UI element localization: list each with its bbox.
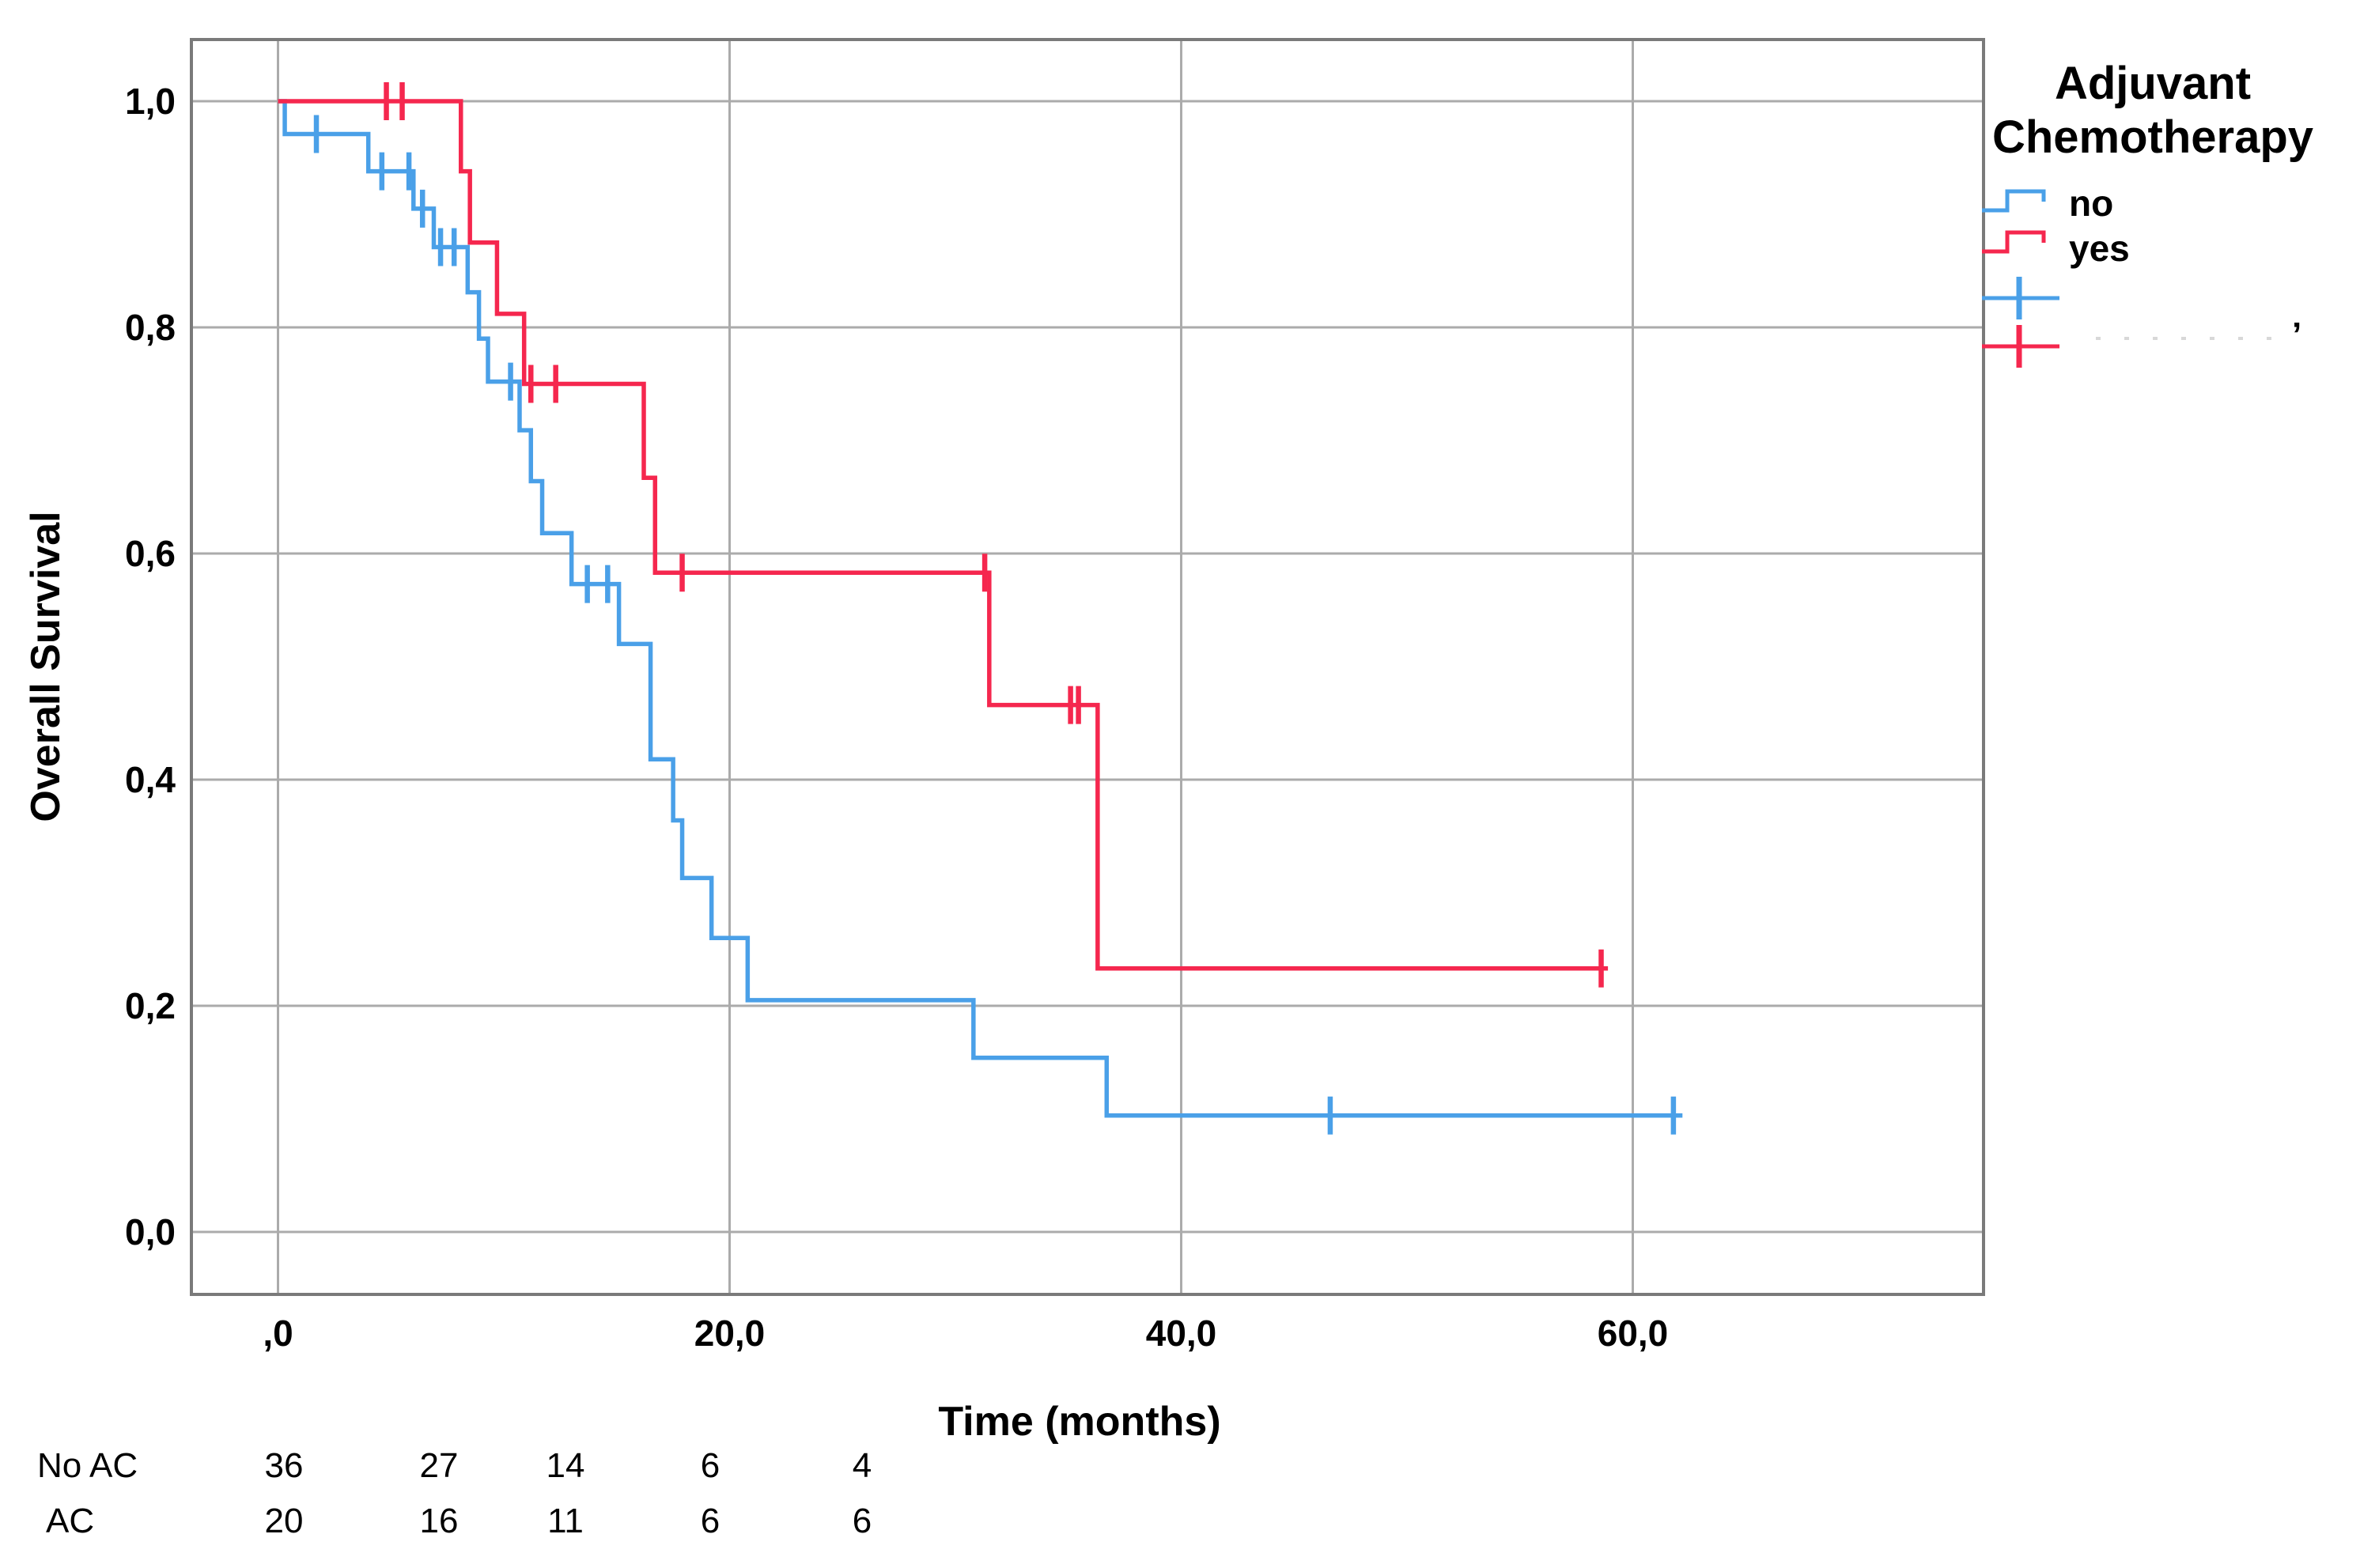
legend-step-symbol-no xyxy=(1982,189,2046,213)
legend-artifact-mark: ’ xyxy=(2292,315,2301,354)
legend-step-symbol-yes xyxy=(1982,230,2046,254)
y-tick-label: 0,0 xyxy=(125,1211,176,1253)
risk-count: 6 xyxy=(853,1502,872,1540)
at-risk-table: No AC AC xyxy=(37,1446,138,1540)
x-axis-title: Time (months) xyxy=(938,1399,1220,1445)
legend-label-yes: yes xyxy=(2069,228,2130,269)
legend-label-no: no xyxy=(2069,183,2113,224)
risk-count: 6 xyxy=(701,1502,720,1540)
risk-count: 4 xyxy=(853,1446,872,1485)
legend-title-line2: Chemotherapy xyxy=(1992,111,2313,163)
risk-row-label-ac: AC xyxy=(46,1502,94,1540)
risk-count: 14 xyxy=(547,1446,585,1485)
risk-count: 11 xyxy=(547,1502,584,1540)
legend-title-line1: Adjuvant xyxy=(2055,58,2251,109)
legend-censor-symbol-no xyxy=(1982,277,2059,319)
gridlines xyxy=(191,40,1984,1294)
legend: Adjuvant Chemotherapy no yes ’ xyxy=(1982,58,2313,368)
plot-frame xyxy=(190,38,1985,1296)
risk-count: 27 xyxy=(420,1446,459,1485)
legend-censor-symbol-yes xyxy=(1982,325,2059,368)
y-tick-label: 0,8 xyxy=(125,307,176,348)
risk-row-label-noac: No AC xyxy=(37,1446,138,1485)
y-tick-label: 1,0 xyxy=(125,81,176,122)
y-axis-title: Overall Survival xyxy=(23,511,69,822)
x-tick-label: 40,0 xyxy=(1146,1313,1217,1354)
survival-curve-no xyxy=(278,99,1683,1118)
x-tick-label: 20,0 xyxy=(694,1313,766,1354)
x-tick-label: 60,0 xyxy=(1598,1313,1669,1354)
risk-count: 16 xyxy=(420,1502,459,1540)
risk-count: 6 xyxy=(701,1446,720,1485)
survival-curve-yes xyxy=(278,99,1609,971)
risk-count: 20 xyxy=(265,1502,304,1540)
x-tick-label: ,0 xyxy=(263,1313,293,1354)
y-tick-label: 0,2 xyxy=(125,985,176,1026)
y-tick-label: 0,4 xyxy=(125,759,176,800)
y-tick-label: 0,6 xyxy=(125,533,176,574)
risk-count: 36 xyxy=(265,1446,304,1485)
